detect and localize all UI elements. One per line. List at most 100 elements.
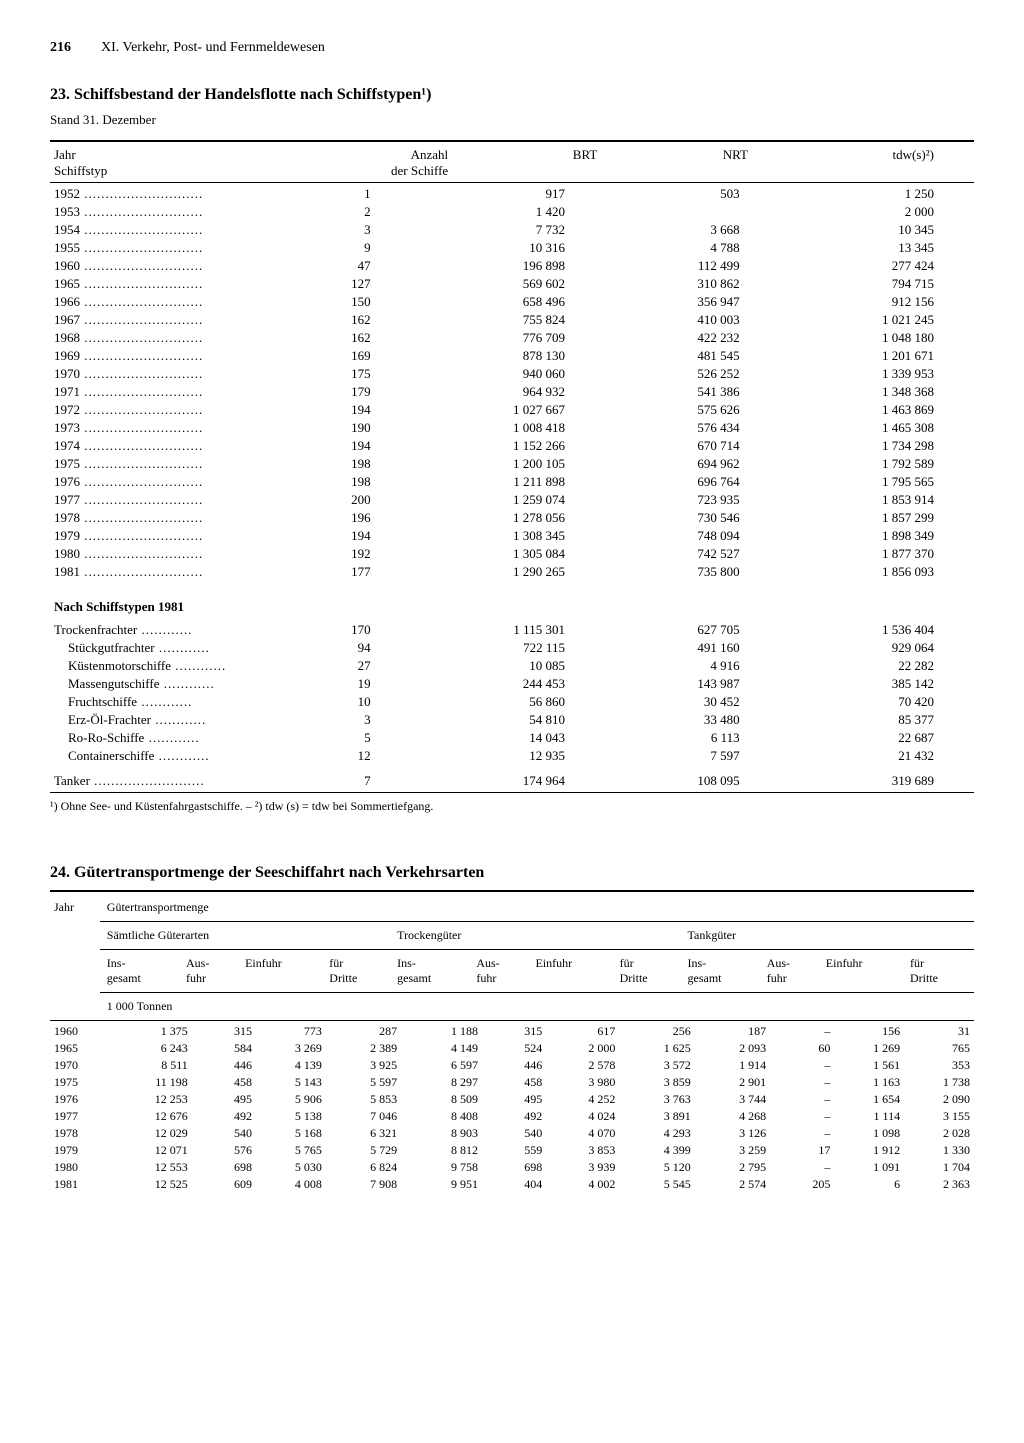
num-cell: 7 908	[326, 1176, 401, 1193]
num-cell: 3 744	[695, 1091, 770, 1108]
num-cell: 3 853	[546, 1142, 619, 1159]
num-cell: 3 269	[256, 1040, 326, 1057]
num-cell: 174 964	[411, 765, 605, 790]
table24-head-row1: Jahr Gütertransportmenge	[50, 896, 974, 919]
num-cell: 5 853	[326, 1091, 401, 1108]
table24-body: 19601 3753157732871 188315617256187–1563…	[50, 1023, 974, 1193]
num-cell: 162	[282, 329, 411, 347]
num-cell: 1 536 404	[780, 621, 974, 639]
year-cell: 1952 ............................	[50, 185, 282, 203]
num-cell: 3 859	[619, 1074, 694, 1091]
num-cell: 1 250	[780, 185, 974, 203]
year-cell: 1960 ............................	[50, 257, 282, 275]
table24-head-cols: Ins- gesamtAus- fuhrEinfuhrfür DritteIns…	[50, 952, 974, 990]
year-cell: 1954 ............................	[50, 221, 282, 239]
num-cell: 4 252	[546, 1091, 619, 1108]
num-cell: 670 714	[605, 437, 780, 455]
table-row: 1952 ............................1917503…	[50, 185, 974, 203]
num-cell: 5 729	[326, 1142, 401, 1159]
num-cell: –	[770, 1091, 834, 1108]
num-cell: 1 008 418	[411, 419, 605, 437]
num-cell: 3 155	[904, 1108, 974, 1125]
table-row: 1981 ............................1771 29…	[50, 563, 974, 581]
num-cell: 4 070	[546, 1125, 619, 1142]
num-cell: 33 480	[605, 711, 780, 729]
num-cell: 8 408	[401, 1108, 482, 1125]
num-cell: 14 043	[411, 729, 605, 747]
num-cell: –	[770, 1023, 834, 1040]
table23-stand: Stand 31. Dezember	[50, 112, 974, 128]
num-cell: 755 824	[411, 311, 605, 329]
col-jahr: Jahr	[50, 896, 103, 919]
num-cell: 2 000	[780, 203, 974, 221]
num-cell: 410 003	[605, 311, 780, 329]
num-cell: 1 152 266	[411, 437, 605, 455]
num-cell: 917	[411, 185, 605, 203]
table23-col: Jahr Schiffstyp	[50, 146, 268, 180]
num-cell: 5 143	[256, 1074, 326, 1091]
table-row: 1971 ............................179964 …	[50, 383, 974, 401]
type-cell: Stückgutfrachter ............	[50, 639, 282, 657]
rule	[50, 182, 974, 183]
num-cell: 3 891	[619, 1108, 694, 1125]
num-cell: 31	[904, 1023, 974, 1040]
num-cell: 6 113	[605, 729, 780, 747]
num-cell: 4 293	[619, 1125, 694, 1142]
table-row: 1969 ............................169878 …	[50, 347, 974, 365]
num-cell: 541 386	[605, 383, 780, 401]
num-cell: –	[770, 1108, 834, 1125]
num-cell: 5 906	[256, 1091, 326, 1108]
year-cell: 1977	[50, 1108, 114, 1125]
num-cell: 1 163	[834, 1074, 904, 1091]
table-row: 19656 2435843 2692 3894 1495242 0001 625…	[50, 1040, 974, 1057]
num-cell: 878 130	[411, 347, 605, 365]
table-row: 198012 5536985 0306 8249 7586983 9395 12…	[50, 1159, 974, 1176]
num-cell: 3 939	[546, 1159, 619, 1176]
year-cell: 1969 ............................	[50, 347, 282, 365]
table-row: Stückgutfrachter ............94722 11549…	[50, 639, 974, 657]
type-cell: Containerschiffe ............	[50, 747, 282, 765]
num-cell: 5	[282, 729, 411, 747]
num-cell: –	[770, 1074, 834, 1091]
num-cell: 194	[282, 527, 411, 545]
num-cell: 353	[904, 1057, 974, 1074]
sub-col: Einfuhr	[531, 952, 615, 990]
num-cell: 1 375	[114, 1023, 192, 1040]
num-cell: 6 243	[114, 1040, 192, 1057]
table24-head-groups: Sämtliche GüterartenTrockengüterTankgüte…	[50, 924, 974, 947]
table-row: 1972 ............................1941 02…	[50, 401, 974, 419]
table-row: 1955 ............................910 316…	[50, 239, 974, 257]
num-cell: 9 951	[401, 1176, 482, 1193]
num-cell: –	[770, 1159, 834, 1176]
sub-col: für Dritte	[616, 952, 684, 990]
num-cell: 9 758	[401, 1159, 482, 1176]
num-cell: 192	[282, 545, 411, 563]
num-cell: 404	[482, 1176, 546, 1193]
num-cell: 5 120	[619, 1159, 694, 1176]
table23-subhead: Nach Schiffstypen 1981	[50, 581, 974, 621]
num-cell: 112 499	[605, 257, 780, 275]
num-cell: 1 201 671	[780, 347, 974, 365]
num-cell: –	[770, 1057, 834, 1074]
table-row: 1953 ............................21 4202…	[50, 203, 974, 221]
num-cell: 315	[482, 1023, 546, 1040]
num-cell: 3 259	[695, 1142, 770, 1159]
num-cell: 576 434	[605, 419, 780, 437]
col-main: Gütertransportmenge	[103, 896, 974, 919]
num-cell: 2 389	[326, 1040, 401, 1057]
num-cell: 1 330	[904, 1142, 974, 1159]
num-cell: 7 597	[605, 747, 780, 765]
year-cell: 1965	[50, 1040, 114, 1057]
num-cell: 524	[482, 1040, 546, 1057]
chapter-title: XI. Verkehr, Post- und Fernmeldewesen	[101, 40, 325, 56]
num-cell: 194	[282, 437, 411, 455]
year-cell: 1976	[50, 1091, 114, 1108]
table-row: 197511 1984585 1435 5978 2974583 9803 85…	[50, 1074, 974, 1091]
num-cell: 196 898	[411, 257, 605, 275]
table24: Jahr Gütertransportmenge Sämtliche Güter…	[50, 896, 974, 1018]
num-cell: 765	[904, 1040, 974, 1057]
num-cell: 1 091	[834, 1159, 904, 1176]
sub-col: für Dritte	[325, 952, 393, 990]
table-row: Ro-Ro-Schiffe ............514 0436 11322…	[50, 729, 974, 747]
num-cell: 256	[619, 1023, 694, 1040]
